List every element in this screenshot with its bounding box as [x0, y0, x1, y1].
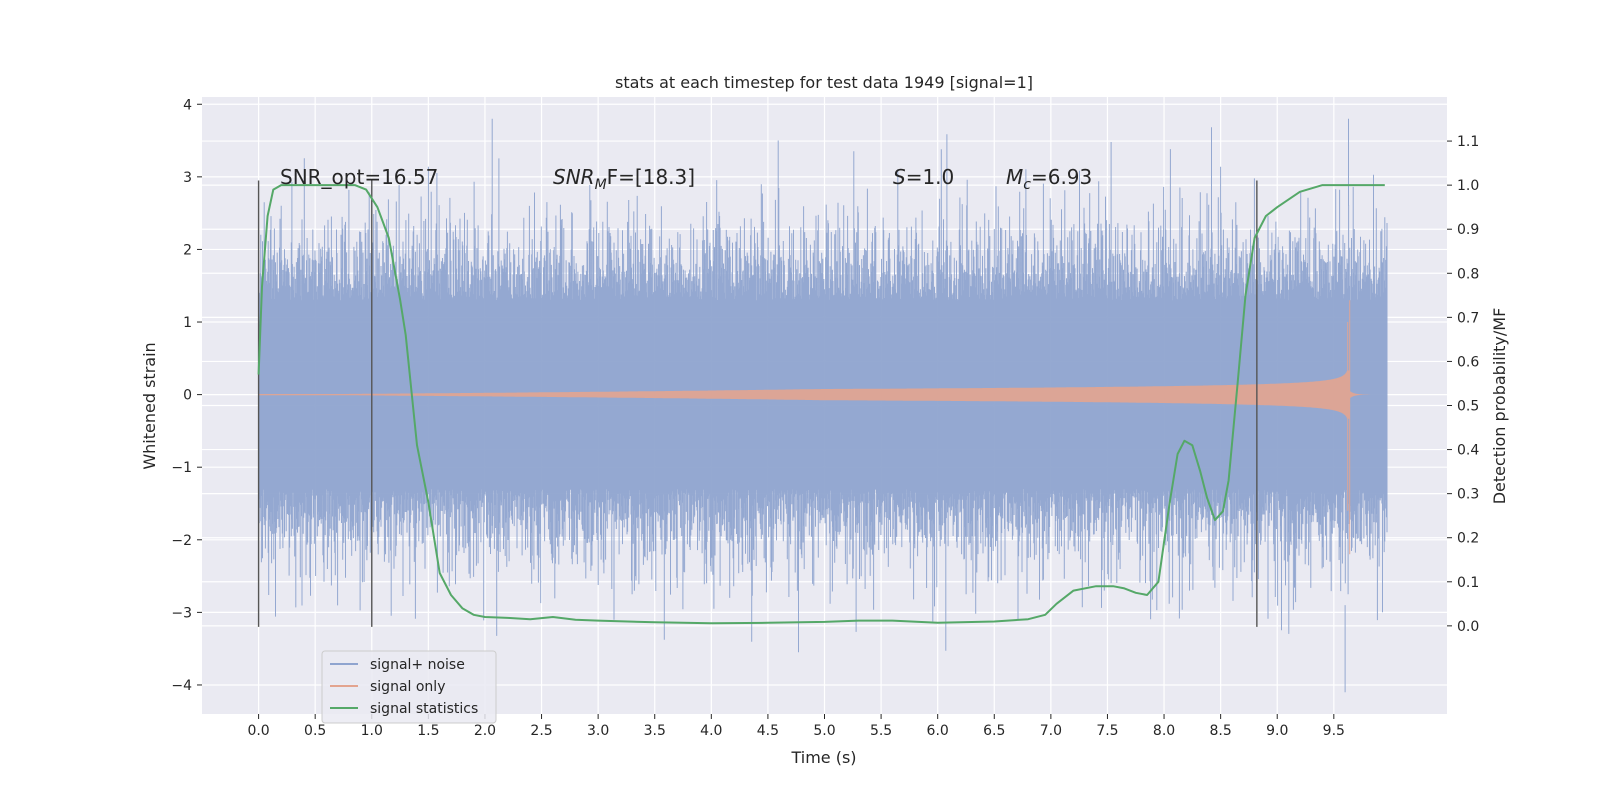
tick-layer: 0.0 0.5 1.0 1.5 2.0 2.5 3.0 3.5 4.0 4.5 5.0 5.5 6.0 6… [171, 97, 1479, 739]
x-tick-label: 9.5 [1323, 723, 1345, 739]
series-layer [258, 118, 1388, 693]
x-tick-label: 1.5 [417, 723, 439, 739]
legend: signal+ noise signal only signal statist… [321, 650, 497, 724]
x-tick-label: 2.5 [530, 723, 552, 739]
y-right-axis-label: Detection probability/MF [1490, 308, 1509, 505]
y-tick-label: −4 [171, 678, 192, 694]
y-tick-label: −2 [171, 533, 192, 549]
stat-layer [257, 184, 1385, 625]
annotation-snr-opt: SNR_opt=16.57 [280, 165, 438, 189]
y-right-tick-label: 0.2 [1457, 531, 1479, 547]
annotation-mc: Mc=6.93 [1006, 165, 1092, 193]
legend-label-noise: signal+ noise [370, 657, 465, 673]
y-tick-label: 4 [183, 97, 192, 113]
legend-label-signal: signal only [370, 679, 445, 695]
x-tick-label: 7.0 [1040, 723, 1062, 739]
x-tick-label: 8.0 [1153, 723, 1175, 739]
y-tick-label: 3 [183, 170, 192, 186]
x-tick-label: 6.0 [927, 723, 949, 739]
y-right-tick-label: 0.4 [1457, 443, 1479, 459]
y-tick-label: 0 [183, 388, 192, 404]
annotation-layer: SNR_opt=16.57 SNRMF=[18.3] S=1.0 Mc=6.93 [280, 165, 1092, 193]
annotation-snr-mf: SNRMF=[18.3] [553, 165, 695, 193]
x-tick-label: 5.0 [813, 723, 835, 739]
y-right-tick-label: 0.7 [1457, 310, 1479, 326]
y-tick-label: 2 [183, 242, 192, 258]
y-tick-label: −3 [171, 605, 192, 621]
x-tick-label: 0.0 [247, 723, 269, 739]
x-tick-label: 7.5 [1096, 723, 1118, 739]
annotation-s: S=1.0 [893, 165, 954, 189]
y-right-tick-label: 0.0 [1457, 619, 1479, 635]
legend-box [321, 650, 497, 724]
x-tick-label: 3.0 [587, 723, 609, 739]
x-tick-label: 9.0 [1266, 723, 1288, 739]
x-tick-label: 5.5 [870, 723, 892, 739]
y-right-tick-label: 1.1 [1457, 134, 1479, 150]
y-tick-label: 1 [183, 315, 192, 331]
series-signal-statistics [257, 184, 1385, 625]
x-axis-label: Time (s) [790, 748, 856, 767]
marker-layer [257, 180, 1258, 627]
x-tick-label: 2.0 [474, 723, 496, 739]
y-axis-label: Whitened strain [140, 342, 159, 469]
x-tick-label: 4.5 [757, 723, 779, 739]
x-tick-label: 0.5 [304, 723, 326, 739]
x-tick-label: 6.5 [983, 723, 1005, 739]
y-right-tick-label: 0.5 [1457, 399, 1479, 415]
y-tick-label: −1 [171, 460, 192, 476]
y-right-tick-label: 0.9 [1457, 222, 1479, 238]
legend-label-stat: signal statistics [370, 701, 478, 717]
y-right-tick-label: 0.1 [1457, 575, 1479, 591]
y-right-tick-label: 0.6 [1457, 354, 1479, 370]
x-tick-label: 8.5 [1210, 723, 1232, 739]
y-right-tick-label: 0.8 [1457, 266, 1479, 282]
chart-title: stats at each timestep for test data 194… [615, 73, 1033, 92]
y-right-tick-label: 1.0 [1457, 178, 1479, 194]
x-tick-label: 3.5 [644, 723, 666, 739]
x-tick-label: 1.0 [361, 723, 383, 739]
y-right-tick-label: 0.3 [1457, 487, 1479, 503]
x-tick-label: 4.0 [700, 723, 722, 739]
